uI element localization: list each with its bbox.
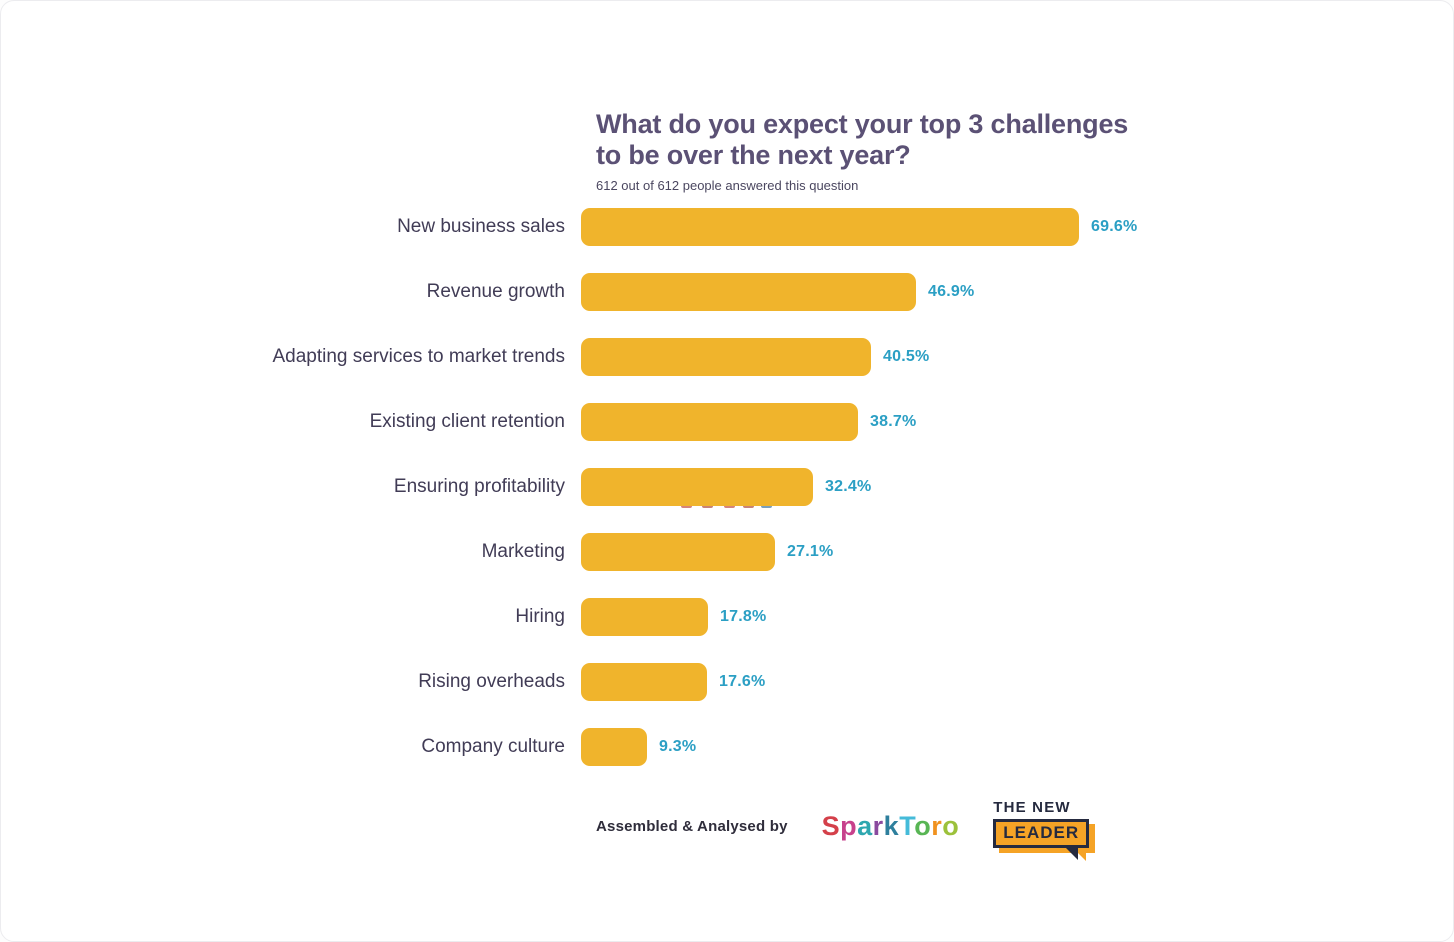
bar-area: 38.7% <box>581 389 1453 454</box>
value-label: 69.6% <box>1091 217 1138 235</box>
bar <box>581 272 916 311</box>
value-label: 17.8% <box>720 607 767 625</box>
bar-area: 69.6% <box>581 194 1453 259</box>
value-label: 46.9% <box>928 282 975 300</box>
sparktoro-letter: k <box>883 811 900 841</box>
bar <box>581 597 708 636</box>
value-label: 38.7% <box>870 412 917 430</box>
value-label: 40.5% <box>883 347 930 365</box>
category-label: Revenue growth <box>426 280 565 302</box>
bar <box>581 337 871 376</box>
hidden-text-artifact <box>743 503 754 508</box>
footer: Assembled & Analysed by SparkToro THE NE… <box>596 799 1453 861</box>
bar-row: New business sales 69.6% <box>1 194 1453 259</box>
chart-subtitle: 612 out of 612 people answered this ques… <box>596 178 859 193</box>
bar-area: 17.6% <box>581 649 1453 714</box>
category-label: Adapting services to market trends <box>272 345 565 367</box>
value-label: 32.4% <box>825 477 872 495</box>
category-label: Ensuring profitability <box>393 475 565 497</box>
bar-row: Company culture 9.3% <box>1 714 1453 779</box>
sparktoro-letter: T <box>899 811 915 841</box>
category-label: Company culture <box>421 735 565 757</box>
sparktoro-letter: p <box>840 811 858 841</box>
category-label: Marketing <box>481 540 565 562</box>
value-label: 27.1% <box>787 542 834 560</box>
sparktoro-letter: S <box>821 811 841 841</box>
bar-area: 9.3% <box>581 714 1453 779</box>
bar-row: Ensuring profitability 32.4% <box>1 454 1453 519</box>
category-label: Existing client retention <box>369 410 565 432</box>
the-new-leader-bubble: LEADER <box>993 819 1090 861</box>
bar-area: 32.4% <box>581 454 1453 519</box>
bar <box>581 727 647 766</box>
sparktoro-letter: o <box>914 811 932 841</box>
sparktoro-logo: SparkToro <box>822 811 960 842</box>
sparktoro-letter: o <box>942 811 960 841</box>
bar-row: Adapting services to market trends 40.5% <box>1 324 1453 389</box>
bar-row: Revenue growth 46.9% <box>1 259 1453 324</box>
hidden-text-artifact <box>761 503 772 508</box>
bar <box>581 532 775 571</box>
chart-header: What do you expect your top 3 challenges… <box>596 109 1156 193</box>
hidden-text-artifact <box>702 503 713 508</box>
sparktoro-letter: a <box>857 811 873 841</box>
bar-area: 46.9% <box>581 259 1453 324</box>
bar <box>581 467 813 506</box>
chart-title-line-2: to be over the next year? <box>596 140 911 170</box>
value-label: 17.6% <box>719 672 766 690</box>
speech-bubble-tail-icon <box>1066 848 1079 860</box>
the-new-leader-top-text: THE NEW <box>993 799 1071 816</box>
sparktoro-letter: r <box>931 811 943 841</box>
bar-row: Hiring 17.8% <box>1 584 1453 649</box>
hidden-text-artifact <box>724 503 735 508</box>
bar-area: 27.1% <box>581 519 1453 584</box>
the-new-leader-logo: THE NEW LEADER <box>993 799 1090 861</box>
the-new-leader-box-text: LEADER <box>993 819 1090 848</box>
value-label: 9.3% <box>659 737 697 755</box>
bar-area: 40.5% <box>581 324 1453 389</box>
credit-text: Assembled & Analysed by <box>596 818 788 835</box>
bar <box>581 662 707 701</box>
chart-title-line-1: What do you expect your top 3 challenges <box>596 109 1129 139</box>
bar-row: Rising overheads 17.6% <box>1 649 1453 714</box>
bar-chart: New business sales 69.6% Revenue growth 46.… <box>1 194 1453 779</box>
bar-row: Existing client retention 38.7% <box>1 389 1453 454</box>
bar-area: 17.8% <box>581 584 1453 649</box>
sparktoro-letter: r <box>872 811 884 841</box>
category-label: New business sales <box>397 215 565 237</box>
bar <box>581 207 1079 246</box>
category-label: Rising overheads <box>418 670 565 692</box>
bar <box>581 402 858 441</box>
category-label: Hiring <box>515 605 565 627</box>
bar-row: Marketing 27.1% <box>1 519 1453 584</box>
hidden-text-artifact <box>681 503 692 508</box>
